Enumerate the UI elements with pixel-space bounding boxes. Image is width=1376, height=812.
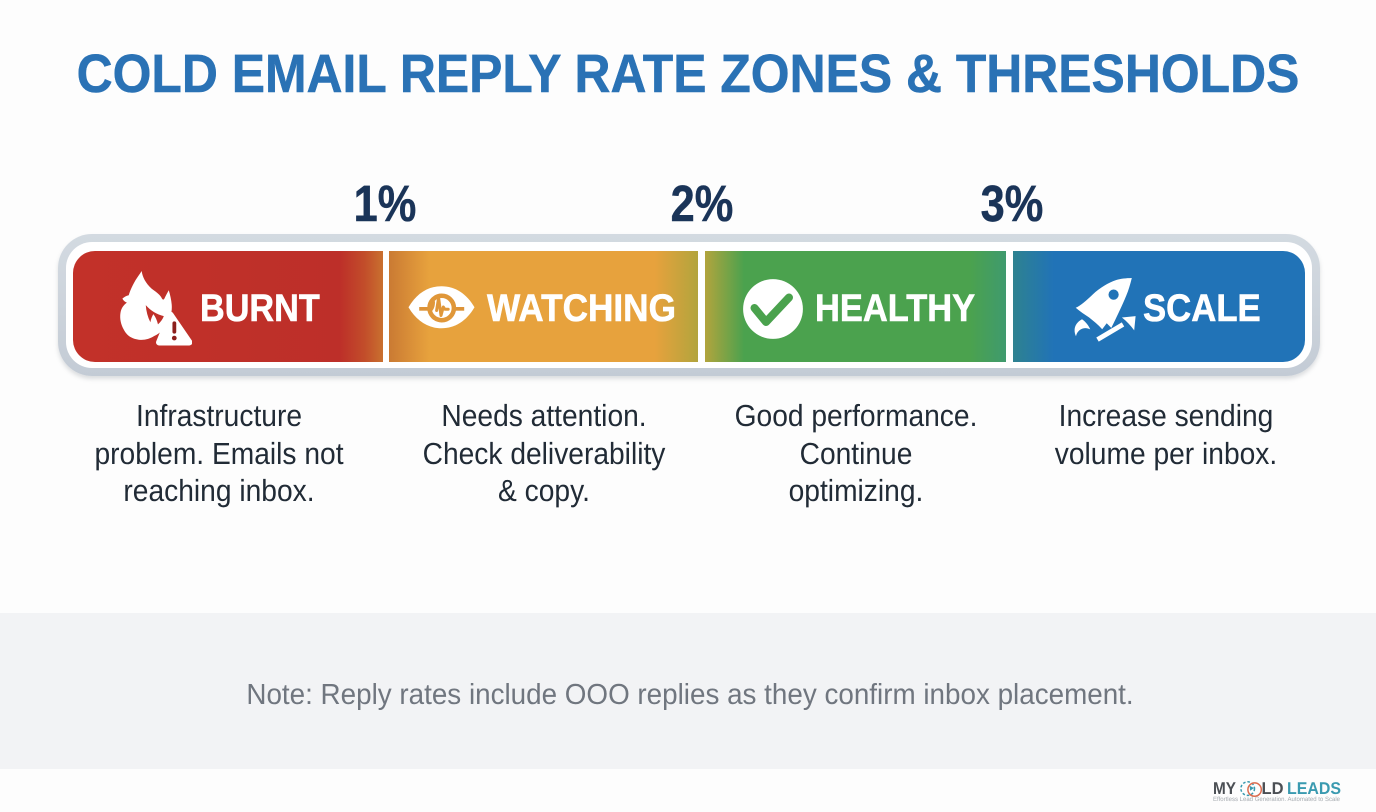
svg-text:Effortless Lead Generation. Au: Effortless Lead Generation. Automated to… <box>1213 796 1341 803</box>
svg-text:MY: MY <box>1213 779 1237 798</box>
svg-text:LEADS: LEADS <box>1287 779 1341 798</box>
svg-text:LD: LD <box>1262 779 1284 798</box>
